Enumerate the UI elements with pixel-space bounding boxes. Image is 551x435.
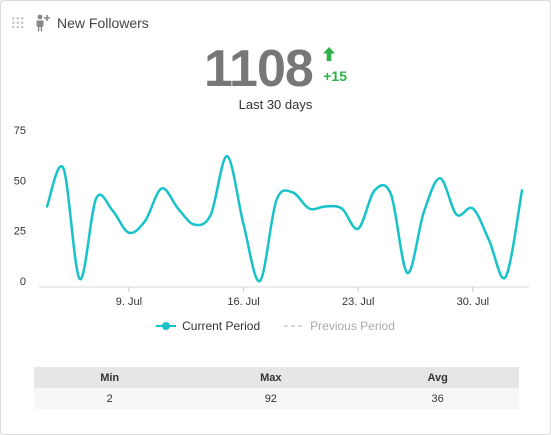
y-axis: 0 25 50 75 [14, 125, 26, 288]
drag-handle-icon[interactable] [11, 16, 25, 30]
legend-marker-previous [284, 325, 305, 327]
y-tick-label: 50 [14, 175, 26, 187]
user-add-icon [36, 14, 50, 32]
x-tick-label: 9. Jul [116, 296, 142, 308]
followers-line-chart: 0 25 50 75 9. Jul 16. Jul 23. Jul 30. Jul [14, 125, 529, 308]
period-label: Last 30 days [238, 97, 313, 112]
stats-value-row: 2 92 36 [34, 388, 519, 409]
legend-item-current[interactable]: Current Period [156, 319, 260, 333]
delta-block: +15 [323, 47, 347, 84]
y-tick-label: 25 [14, 226, 26, 238]
x-tick-label: 30. Jul [457, 296, 489, 308]
stats-value-min: 2 [34, 388, 186, 409]
y-tick-label: 0 [20, 276, 26, 288]
x-tick-label: 23. Jul [342, 296, 374, 308]
widget-title: New Followers [57, 15, 149, 31]
stats-header-max: Max [185, 367, 357, 388]
arrow-up-icon [323, 47, 336, 61]
stats-header-row: Min Max Avg [34, 367, 519, 388]
stats-header-avg: Avg [356, 367, 519, 388]
y-tick-label: 75 [14, 125, 26, 137]
stats-value-avg: 36 [356, 388, 519, 409]
stats-value-max: 92 [185, 388, 357, 409]
widget-header: New Followers [11, 11, 149, 35]
legend-item-previous[interactable]: Previous Period [284, 319, 395, 333]
x-tick-label: 16. Jul [227, 296, 259, 308]
legend-label-previous: Previous Period [310, 319, 395, 333]
summary: 1108 +15 [1, 39, 550, 99]
x-axis: 9. Jul 16. Jul 23. Jul 30. Jul [39, 286, 529, 308]
stats-header-min: Min [34, 367, 186, 388]
legend-label-current: Current Period [182, 319, 261, 333]
chart-legend: Current Period Previous Period [1, 319, 550, 333]
stats-table: Min Max Avg 2 92 36 [34, 367, 519, 409]
legend-marker-current [156, 322, 177, 330]
total-count: 1108 [203, 40, 314, 98]
series-line-current-period[interactable] [45, 154, 524, 283]
delta-value: +15 [323, 68, 347, 84]
